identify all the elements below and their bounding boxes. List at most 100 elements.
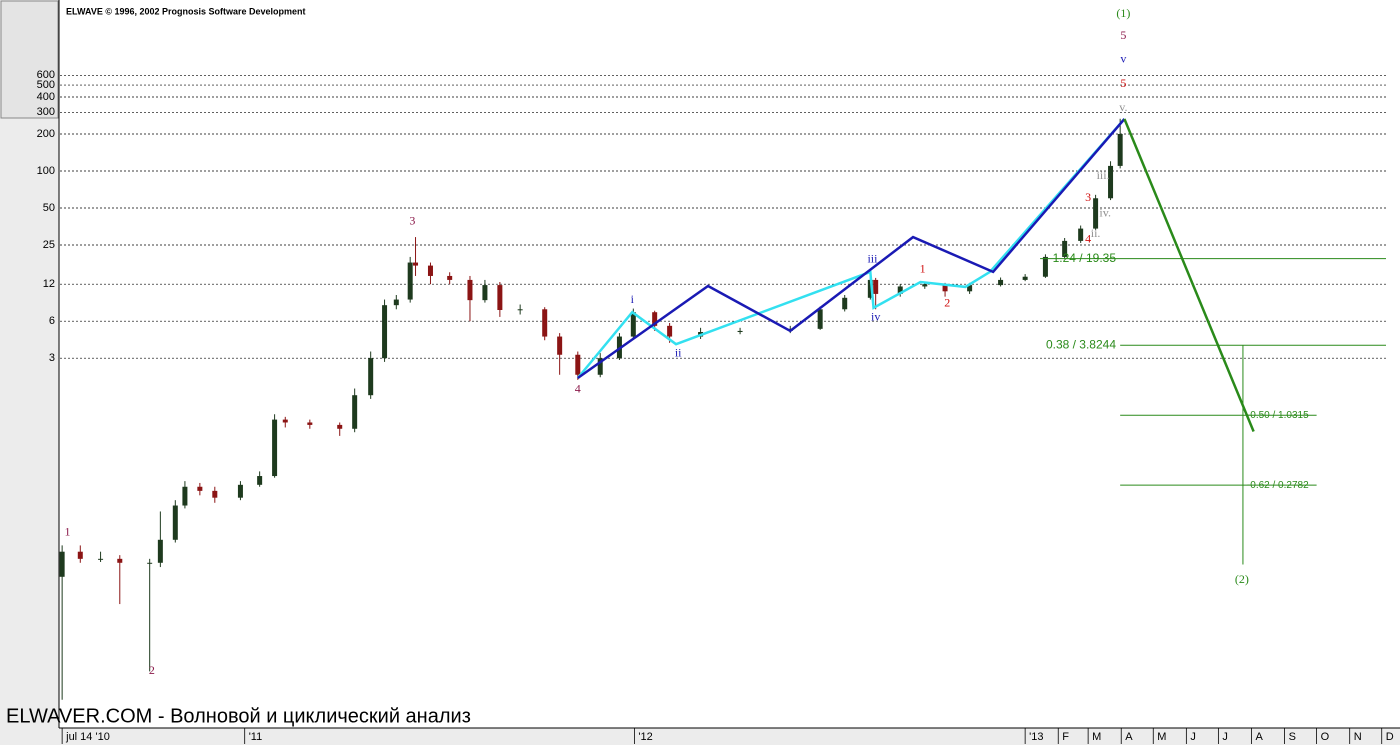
- candle-body: [352, 395, 358, 429]
- candle-body: [237, 484, 243, 498]
- fib-label: -0.62 / 0.2782: [1247, 480, 1309, 491]
- wave-label: (1): [1116, 6, 1130, 20]
- candle-body: [337, 424, 343, 429]
- candle-body: [597, 358, 603, 375]
- candle-body: [667, 325, 673, 337]
- candle-body: [922, 284, 928, 287]
- candle-body: [557, 336, 563, 355]
- candle-body: [1042, 256, 1048, 277]
- wave-label: v: [1120, 52, 1126, 66]
- candle-body: [98, 558, 104, 560]
- x-tick-label: D: [1386, 731, 1394, 743]
- y-tick-label: 25: [43, 239, 55, 251]
- x-tick-label: A: [1255, 731, 1263, 743]
- candle-body: [482, 285, 488, 301]
- wave-label: 4: [575, 382, 581, 396]
- wave-label: 5: [1120, 76, 1126, 90]
- candle-body: [382, 305, 388, 359]
- y-axis-panel: [0, 0, 59, 728]
- y-tick-label: 12: [43, 278, 55, 290]
- wave-label: 1: [920, 262, 926, 276]
- y-tick-label: 300: [37, 106, 55, 118]
- fib-label: 0.38 / 3.8244: [1046, 337, 1116, 351]
- wave-line: [1123, 118, 1255, 432]
- wave-label: iv.: [1099, 206, 1111, 220]
- candle-body: [497, 285, 503, 310]
- x-tick-label: S: [1289, 731, 1296, 743]
- candle-body: [1117, 133, 1123, 166]
- x-tick-label: jul 14 '10: [65, 731, 110, 743]
- candle-body: [630, 312, 636, 337]
- candle-body: [197, 486, 203, 491]
- y-tick-label: 500: [37, 79, 55, 91]
- y-tick-label: 50: [43, 202, 55, 214]
- candle-body: [1093, 198, 1099, 229]
- x-tick-label: A: [1125, 731, 1133, 743]
- candle-body: [1078, 228, 1084, 241]
- candle-body: [147, 562, 153, 564]
- x-tick-label: '13: [1029, 731, 1043, 743]
- candle-body: [575, 354, 581, 375]
- x-tick-label: '12: [638, 731, 652, 743]
- candle-body: [59, 551, 65, 577]
- x-axis-panel: [0, 728, 1400, 745]
- candle-body: [272, 419, 278, 477]
- candle-body: [967, 285, 973, 292]
- wave-label: 5: [1120, 28, 1126, 42]
- candle-body: [413, 262, 419, 266]
- candle-body: [737, 330, 743, 333]
- candle-body: [212, 490, 218, 498]
- candle-body: [467, 279, 473, 301]
- wave-label: iv: [871, 310, 880, 324]
- candle-body: [157, 539, 163, 563]
- wave-label: iii: [867, 252, 878, 266]
- fib-label: 1.24 / 19.35: [1053, 251, 1117, 265]
- candle-body: [652, 312, 658, 326]
- wave-label: 2: [944, 296, 950, 310]
- candle-body: [172, 505, 178, 540]
- x-tick-label: '11: [249, 731, 263, 743]
- candle-body: [867, 279, 873, 298]
- x-tick-label: F: [1062, 731, 1069, 743]
- grid: [60, 74, 1386, 359]
- fib-label: -0.50 / 1.0315: [1247, 410, 1309, 421]
- candle-body: [998, 279, 1004, 286]
- y-tick-label: 600: [37, 69, 55, 81]
- candle-body: [842, 297, 848, 310]
- plot: 1.24 / 19.35 0.38 / 3.8244 -0.50 / 1.0315 -…: [59, 6, 1386, 700]
- y-axis-scroll-box: [0, 0, 59, 119]
- candle-body: [407, 262, 413, 300]
- footer-caption: ELWAVER.COM - Волновой и циклический ана…: [6, 705, 471, 727]
- candle-body: [817, 309, 823, 329]
- candle-body: [393, 299, 399, 306]
- wave-line: [577, 118, 1126, 380]
- candle-body: [873, 279, 879, 294]
- wave-label: iii.: [1097, 168, 1110, 182]
- candle-body: [447, 275, 453, 280]
- candle-body: [77, 551, 83, 559]
- candle-body: [282, 419, 288, 423]
- x-tick-label: J: [1190, 731, 1196, 743]
- wave-label: i: [631, 292, 635, 306]
- wave-label: 2: [149, 663, 155, 677]
- candle-body: [1022, 276, 1028, 280]
- y-tick-label: 3: [49, 352, 55, 364]
- wave-label: 4: [1085, 232, 1091, 246]
- candle-body: [897, 286, 903, 294]
- x-tick-label: M: [1157, 731, 1166, 743]
- wave-label: 1: [64, 525, 70, 539]
- candle-body: [517, 309, 523, 311]
- x-tick-label: J: [1222, 731, 1228, 743]
- candle-body: [942, 284, 948, 292]
- candle-body: [182, 486, 188, 506]
- candle-body: [368, 358, 374, 396]
- wave-label: ii.: [1091, 226, 1101, 240]
- candle-body: [1062, 240, 1068, 257]
- y-tick-label: 6: [49, 315, 55, 327]
- candle-body: [307, 422, 313, 425]
- candle-body: [117, 558, 123, 563]
- candle-body: [1108, 165, 1114, 199]
- wave-line: [576, 118, 1126, 379]
- wave-label: 3: [1085, 190, 1091, 204]
